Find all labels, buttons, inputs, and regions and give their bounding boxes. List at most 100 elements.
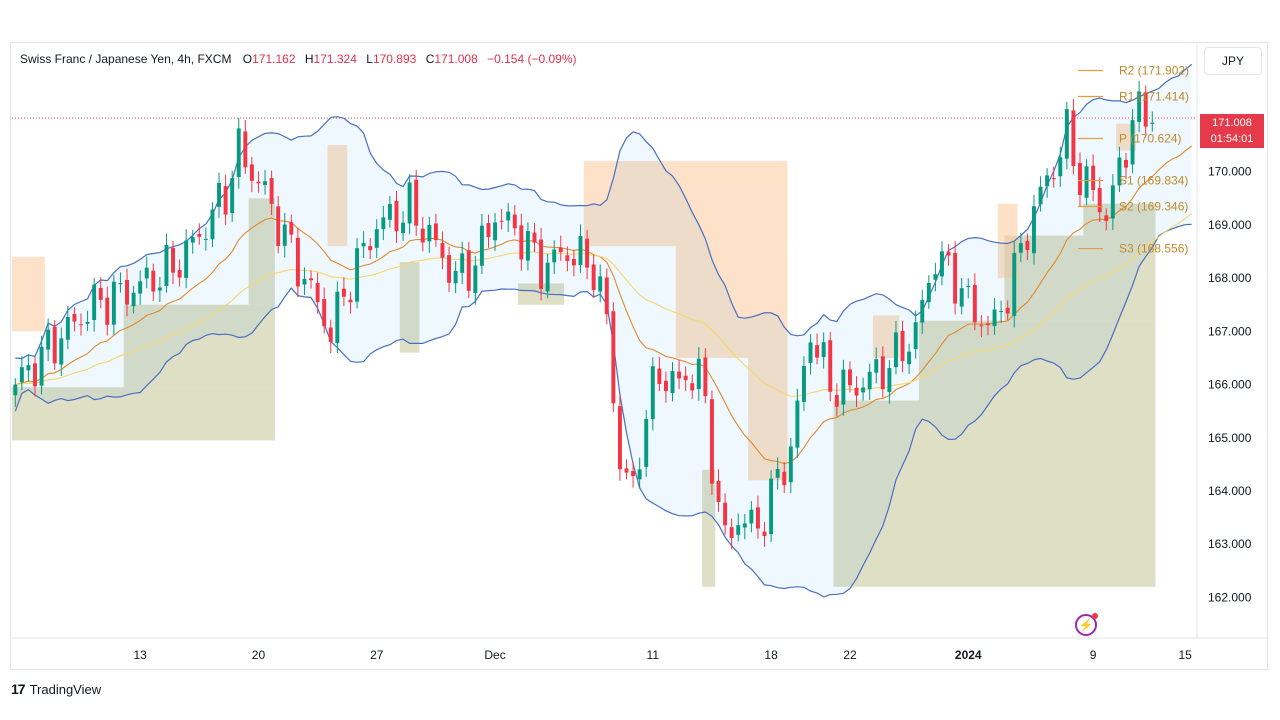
candle-body	[532, 232, 537, 243]
candle-body	[460, 253, 465, 273]
last-price-tag: 171.008 01:54:01	[1200, 114, 1264, 148]
candle	[828, 331, 833, 402]
candle-body	[762, 531, 767, 536]
candle	[1137, 80, 1142, 133]
candle-body	[1110, 185, 1115, 219]
candle	[604, 268, 609, 325]
time-tick-label: 11	[647, 648, 660, 662]
candle	[381, 205, 386, 241]
candle	[341, 277, 346, 307]
currency-button[interactable]: JPY	[1204, 47, 1262, 75]
candle-body	[939, 251, 944, 277]
candle	[473, 255, 478, 305]
grid	[12, 44, 1267, 639]
candle	[880, 346, 885, 398]
candle	[289, 214, 294, 243]
candle-body	[795, 400, 800, 448]
candle-body	[545, 262, 550, 292]
candle	[1018, 232, 1023, 263]
candle-body	[289, 222, 294, 235]
band-fill	[15, 64, 1192, 597]
candle-body	[341, 288, 346, 297]
candle-body	[46, 329, 51, 350]
candle-body	[249, 164, 254, 181]
candle-body	[979, 325, 984, 327]
candle	[401, 211, 406, 241]
candle-body	[755, 507, 760, 529]
candle-body	[1097, 188, 1102, 213]
candle-body	[861, 387, 866, 393]
candle	[506, 203, 511, 233]
candle	[926, 275, 931, 309]
candle	[920, 289, 925, 334]
candle-body	[1117, 157, 1122, 186]
indicator-lines	[12, 63, 1197, 598]
candle	[959, 277, 964, 315]
candle	[440, 231, 445, 270]
candle-body	[946, 251, 951, 256]
candle	[368, 238, 373, 260]
candle	[769, 470, 774, 542]
candle	[650, 357, 655, 431]
bollinger-band-fill	[15, 64, 1192, 597]
candle	[841, 359, 846, 416]
legend-close: 171.008	[434, 52, 478, 66]
candle	[552, 240, 557, 274]
candle	[1117, 146, 1122, 193]
candle	[387, 195, 392, 228]
candle-body	[144, 267, 149, 279]
candle-body	[847, 369, 852, 386]
candle	[460, 241, 465, 285]
candle-body	[355, 248, 360, 302]
candle	[1078, 152, 1082, 207]
candle-body	[966, 285, 971, 287]
candle	[677, 359, 682, 390]
candle	[19, 356, 24, 390]
candle	[631, 461, 636, 488]
demand-zone	[833, 400, 1156, 587]
candle-body	[282, 224, 287, 246]
tradingview-brand: TradingView	[29, 681, 102, 697]
candle	[696, 347, 701, 401]
candle	[946, 244, 951, 266]
candle	[59, 327, 64, 377]
candle	[834, 383, 839, 417]
candle	[1110, 174, 1115, 230]
candle-body	[815, 345, 820, 358]
pivot-label: S2 (169.346)	[1119, 200, 1188, 214]
tradingview-logo[interactable]: 17 TradingView	[11, 681, 101, 697]
candle	[361, 231, 366, 258]
candle	[269, 170, 274, 216]
candle-body	[677, 371, 682, 379]
candle	[703, 348, 708, 404]
candle	[1130, 108, 1135, 174]
candle	[861, 377, 866, 401]
candle	[85, 310, 90, 332]
price-tick-label: 162.000	[1208, 590, 1252, 604]
candle	[499, 209, 504, 230]
candle	[663, 371, 668, 403]
pivot-label: S3 (168.556)	[1119, 242, 1188, 256]
candle-body	[874, 359, 879, 373]
candle-body	[999, 311, 1004, 313]
candle-body	[512, 214, 517, 229]
candle-body	[808, 342, 813, 363]
price-tick-label: 167.000	[1208, 324, 1252, 338]
candle	[39, 335, 44, 395]
candle-body	[663, 380, 668, 392]
candle	[33, 356, 37, 397]
candle-body	[276, 206, 281, 247]
time-tick-label: 15	[1178, 648, 1192, 662]
pivot-label: S1 (169.834)	[1119, 174, 1188, 188]
candle	[111, 274, 116, 336]
candle-body	[598, 276, 603, 292]
price-tick-label: 166.000	[1208, 378, 1252, 392]
candle	[519, 213, 524, 271]
candle	[893, 320, 898, 375]
lightning-icon[interactable]: ⚡	[1075, 613, 1098, 636]
candle-body	[223, 186, 228, 215]
candle-body	[1018, 243, 1023, 253]
candle-body	[585, 238, 590, 268]
candle-body	[1005, 307, 1010, 314]
